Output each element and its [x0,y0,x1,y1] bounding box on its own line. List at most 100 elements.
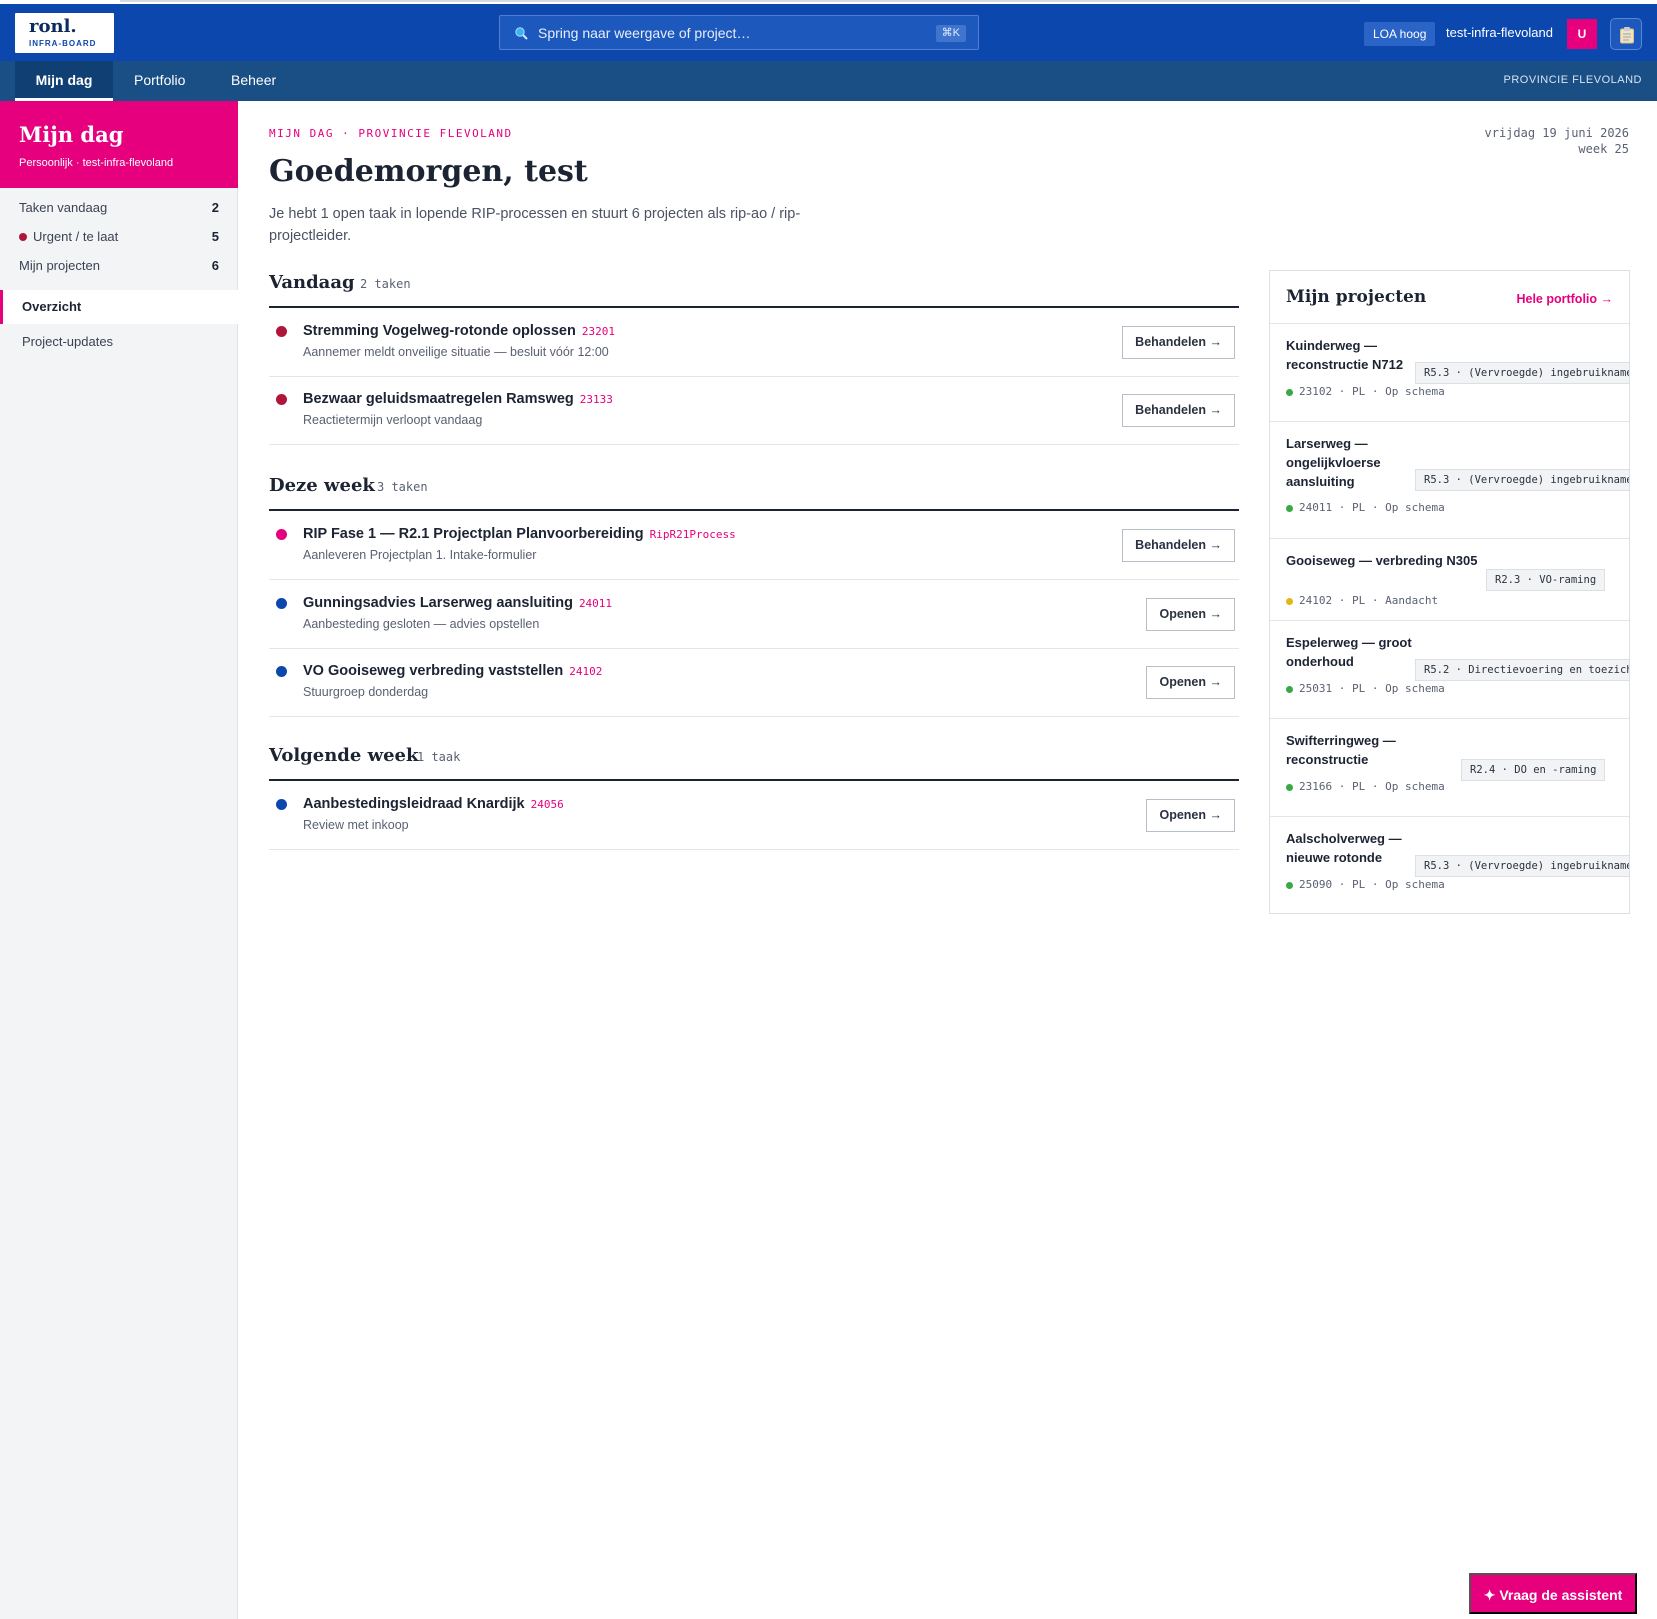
search-box[interactable]: ⌘K [499,15,979,50]
stat-urgent[interactable]: Urgent / te laat 5 [19,229,219,249]
project-role: PL [1352,385,1366,398]
sidebar-subtitle: Persoonlijk · test-infra-flevoland [19,157,174,169]
project-code: 24011 [1299,501,1333,514]
stat-taken-vandaag[interactable]: Taken vandaag 2 [19,200,219,220]
assistant-button[interactable]: ✦ Vraag de assistent [1469,1573,1637,1614]
openen-button[interactable]: Openen → [1146,598,1235,631]
priority-dot-icon [276,666,287,677]
stat-value: 2 [211,200,219,215]
avatar[interactable]: U [1567,19,1597,49]
project-name: Espelerweg — groot onderhoud [1286,635,1412,669]
project-code: 24102 [1299,594,1333,607]
task-code[interactable]: 24011 [578,597,613,610]
priority-dot-icon [276,598,287,609]
task-row[interactable]: Bezwaar geluidsmaatregelen Ramsweg 23133 … [269,377,1239,445]
current-date: vrijdag 19 juni 2026 [1484,126,1630,140]
project-status: Op schema [1385,682,1445,695]
project-status: Op schema [1385,780,1445,793]
sidebar-item-project-updates[interactable]: Project-updates [22,334,114,349]
search-shortcut: ⌘K [935,25,966,42]
openen-button[interactable]: Openen → [1146,799,1235,832]
openen-button[interactable]: Openen → [1146,666,1235,699]
task-row[interactable]: Stremming Vogelweg-rotonde oplossen 23201… [269,309,1239,377]
task-title: RIP Fase 1 — R2.1 Projectplan Planvoorbe… [303,526,644,542]
project-code: 25031 [1299,682,1333,695]
page-title: Goedemorgen, test [269,154,588,189]
project-code: 25090 [1299,878,1333,891]
task-title: Stremming Vogelweg-rotonde oplossen [303,323,576,339]
task-row[interactable]: Aanbestedingsleidraad Knardijk 24056 Revi… [269,782,1239,850]
project-card[interactable]: Aalscholverweg — nieuwe rotonde 25090 · … [1270,816,1629,913]
task-title: Bezwaar geluidsmaatregelen Ramsweg [303,391,574,407]
status-dot-icon [1286,685,1293,693]
task-row[interactable]: Gunningsadvies Larserweg aansluiting 2401… [269,581,1239,649]
sidebar-header: Mijn dag Persoonlijk · test-infra-flevol… [0,101,238,188]
phase-badge: R2.3 · VO-raming [1486,569,1606,591]
phase-badge: R5.2 · Directievoering en toezicht [1415,659,1629,681]
sparkle-icon: ✦ [1483,1587,1500,1603]
task-code[interactable]: 24102 [569,665,603,678]
task-title: Aanbestedingsleidraad Knardijk [303,796,525,812]
sidebar-item-overzicht[interactable]: Overzicht [0,290,238,324]
priority-dot-icon [276,529,287,540]
breadcrumb: MIJN DAG · PROVINCIE FLEVOLAND [269,127,513,140]
project-card[interactable]: Espelerweg — groot onderhoud 25031 · PL … [1270,620,1629,718]
project-status: Op schema [1385,501,1445,514]
hele-portfolio-link[interactable]: Hele portfolio → [1516,292,1613,306]
top-bar: ronl. INFRA-BOARD ⌘K LOA hoog test-infra… [0,4,1657,61]
project-name: Kuinderweg — reconstructie N712 [1286,338,1404,372]
project-meta: 24102 · PL · Aandacht [1286,593,1438,609]
loa-badge: LOA hoog [1364,22,1436,46]
section-title: Volgende week [269,745,419,766]
date-block: vrijdag 19 juni 2026 week 25 [1485,125,1630,157]
task-row[interactable]: VO Gooiseweg verbreding vaststellen 24102… [269,649,1239,717]
task-code[interactable]: RipR21Process [649,528,736,541]
project-card[interactable]: Gooiseweg — verbreding N305 24102 · PL ·… [1270,538,1629,620]
stat-label: Urgent / te laat [33,229,119,244]
task-code[interactable]: 23201 [581,325,615,338]
intro-text: Je hebt 1 open taak in lopende RIP-proce… [269,206,801,244]
project-meta: 24011 · PL · Op schema [1286,500,1445,516]
project-status: Op schema [1385,878,1445,891]
behandelen-button[interactable]: Behandelen → [1122,326,1235,359]
priority-dot-icon [276,799,287,810]
task-code[interactable]: 24056 [530,798,564,811]
task-title-wrap: Bezwaar geluidsmaatregelen Ramsweg 23133 [303,391,613,407]
task-title-wrap: RIP Fase 1 — R2.1 Projectplan Planvoorbe… [303,526,736,542]
section-title: Deze week [269,475,375,496]
org-name: PROVINCIE FLEVOLAND [1503,74,1642,86]
project-card[interactable]: Kuinderweg — reconstructie N712 23102 · … [1270,323,1629,421]
brand-logo[interactable]: ronl. INFRA-BOARD [15,13,114,53]
project-name: Larserweg — ongelijkvloerse aansluiting [1286,436,1381,489]
task-title-wrap: Stremming Vogelweg-rotonde oplossen 23201 [303,323,615,339]
task-subtitle: Review met inkoop [303,818,409,832]
status-dot-icon [1286,504,1293,512]
task-code[interactable]: 23133 [579,393,613,406]
tab-mijn-dag[interactable]: Mijn dag [15,61,113,101]
project-card[interactable]: Swifterringweg — reconstructie 23166 · P… [1270,718,1629,816]
project-name: Aalscholverweg — nieuwe rotonde [1286,831,1402,865]
behandelen-button[interactable]: Behandelen → [1122,529,1235,562]
tenant-name[interactable]: test-infra-flevoland [1446,25,1553,40]
tab-beheer[interactable]: Beheer [231,72,277,88]
section-header-vandaag: Vandaag 2 taken [269,272,1239,308]
task-title-wrap: Gunningsadvies Larserweg aansluiting 2401… [303,595,612,611]
search-icon [515,27,528,40]
clipboard-button[interactable] [1610,18,1642,50]
search-input[interactable] [538,22,918,44]
behandelen-button[interactable]: Behandelen → [1122,394,1235,427]
project-meta: 25090 · PL · Op schema [1286,877,1445,893]
tab-portfolio[interactable]: Portfolio [134,72,186,88]
phase-badge: R5.3 · (Vervroegde) ingebruikname / ople… [1415,469,1629,491]
project-card[interactable]: Larserweg — ongelijkvloerse aansluiting … [1270,421,1629,538]
section-count: 1 taak [417,750,461,764]
clipboard-icon [1620,27,1634,44]
project-role: PL [1352,878,1366,891]
task-row[interactable]: RIP Fase 1 — R2.1 Projectplan Planvoorbe… [269,512,1239,580]
urgent-dot-icon [19,233,27,241]
stat-value: 6 [211,258,219,273]
project-meta: 23102 · PL · Op schema [1286,384,1445,400]
project-meta: 25031 · PL · Op schema [1286,681,1445,697]
top-strip [0,0,1657,4]
stat-mijn-projecten[interactable]: Mijn projecten 6 [19,258,219,278]
